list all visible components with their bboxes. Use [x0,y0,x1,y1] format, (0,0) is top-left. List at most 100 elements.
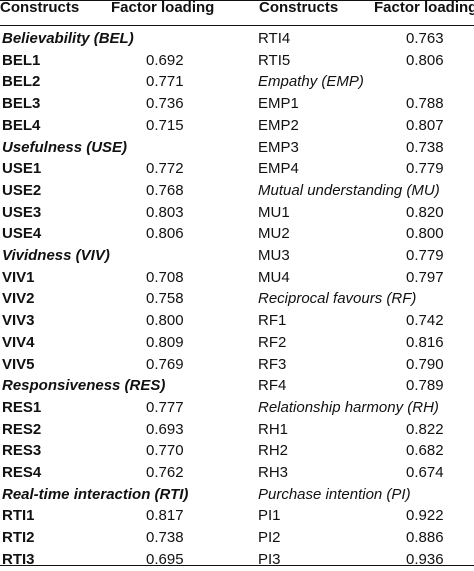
item-code: RF3 [258,355,287,373]
construct-heading: Responsiveness (RES) [0,375,236,397]
table-row: USE4 0.806 [0,223,236,245]
construct-name: Believability (BEL) [2,30,134,47]
table-row: EMP1 0.788 [256,93,474,115]
factor-loading-value: 0.806 [406,51,444,69]
table-row: BEL4 0.715 [0,115,236,137]
item-code: MU1 [258,203,290,221]
factor-loading-value: 0.762 [146,464,184,481]
factor-loading-value: 0.822 [406,420,444,438]
item-code: VIV1 [2,268,35,286]
table-row: VIV3 0.800 [0,310,236,332]
construct-name: Reciprocal favours (RF) [258,290,417,308]
table-row: USE1 0.772 [0,158,236,180]
item-code: BEL2 [2,73,41,91]
factor-loading-value: 0.758 [146,290,184,308]
factor-loading-value: 0.738 [406,138,444,156]
item-code: RH2 [258,442,289,460]
factor-loading-value: 0.772 [146,160,184,178]
item-code: RH1 [258,420,289,438]
table-row: MU3 0.779 [256,245,474,267]
table-row: EMP4 0.779 [256,158,474,180]
construct-name: Purchase intention (PI) [258,485,411,503]
table-row: RF4 0.789 [256,375,474,397]
construct-heading: Mutual understanding (MU) [256,180,474,202]
item-code: USE1 [2,160,42,178]
construct-heading: Vividness (VIV) [0,245,236,267]
item-code: MU2 [258,225,290,243]
item-code: VIV4 [2,333,35,351]
table-row: VIV2 0.758 [0,288,236,310]
factor-loading-value: 0.738 [146,529,184,547]
factor-loading-value: 0.816 [406,333,444,351]
item-code: RH3 [258,464,289,481]
construct-heading: Empathy (EMP) [256,71,474,93]
item-code: RF4 [258,377,287,395]
table-row: RF3 0.790 [256,354,474,376]
factor-loading-value: 0.779 [406,247,444,264]
table-row: PI3 0.936 [256,549,474,571]
construct-heading: Reciprocal favours (RF) [256,288,474,310]
item-code: USE2 [2,181,42,199]
table-row: PI1 0.922 [256,505,474,527]
table-row: RTI3 0.695 [0,549,236,571]
item-code: EMP4 [258,160,299,178]
construct-name: Empathy (EMP) [258,73,364,91]
table-row: RTI2 0.738 [0,527,236,549]
factor-loading-value: 0.763 [406,30,444,47]
table-row: RF1 0.742 [256,310,474,332]
construct-name: Mutual understanding (MU) [258,181,440,199]
factor-loading-value: 0.922 [406,507,444,525]
construct-heading: Real-time interaction (RTI) [0,484,236,506]
item-code: PI3 [258,550,281,568]
factor-loading-value: 0.692 [146,51,184,69]
table-row: MU4 0.797 [256,267,474,289]
table-row: RTI4 0.763 [256,28,474,50]
factor-loading-value: 0.807 [406,116,444,134]
table-top-rule [0,0,474,1]
table-row: BEL3 0.736 [0,93,236,115]
construct-name: Real-time interaction (RTI) [2,485,189,503]
factor-loading-value: 0.820 [406,203,444,221]
item-code: RTI4 [258,30,291,47]
table-row: RH1 0.822 [256,419,474,441]
table-row: EMP3 0.738 [256,137,474,159]
factor-loading-value: 0.790 [406,355,444,373]
factor-loading-value: 0.886 [406,529,444,547]
item-code: VIV5 [2,355,35,373]
table-row: RES1 0.777 [0,397,236,419]
item-code: EMP3 [258,138,299,156]
item-code: PI1 [258,507,281,525]
item-code: EMP2 [258,116,299,134]
factor-loading-value: 0.674 [406,464,444,481]
construct-name: Responsiveness (RES) [2,377,166,395]
factor-loading-value: 0.708 [146,268,184,286]
header-constructs-left: Constructs [0,0,80,16]
item-code: MU3 [258,247,290,264]
factor-loading-value: 0.693 [146,420,184,438]
factor-loading-value: 0.797 [406,268,444,286]
factor-loading-value: 0.789 [406,377,444,395]
factor-loading-value: 0.682 [406,442,444,460]
factor-loading-value: 0.768 [146,181,184,199]
item-code: VIV2 [2,290,35,308]
factor-loading-value: 0.770 [146,442,184,460]
factor-loading-value: 0.788 [406,95,444,113]
table-row: RH2 0.682 [256,440,474,462]
table-row: MU1 0.820 [256,202,474,224]
construct-heading: Purchase intention (PI) [256,484,474,506]
factor-loading-value: 0.803 [146,203,184,221]
item-code: RES2 [2,420,42,438]
construct-heading: Believability (BEL) [0,28,236,50]
factor-loading-value: 0.769 [146,355,184,373]
table-row: RTI5 0.806 [256,50,474,72]
item-code: PI2 [258,529,281,547]
table-row: BEL1 0.692 [0,50,236,72]
factor-loading-value: 0.742 [406,312,444,330]
item-code: RES4 [2,464,42,481]
factor-loading-value: 0.771 [146,73,184,91]
construct-name: Vividness (VIV) [2,247,110,264]
item-code: BEL4 [2,116,41,134]
construct-name: Usefulness (USE) [2,138,128,156]
item-code: EMP1 [258,95,299,113]
factor-loading-value: 0.800 [146,312,184,330]
